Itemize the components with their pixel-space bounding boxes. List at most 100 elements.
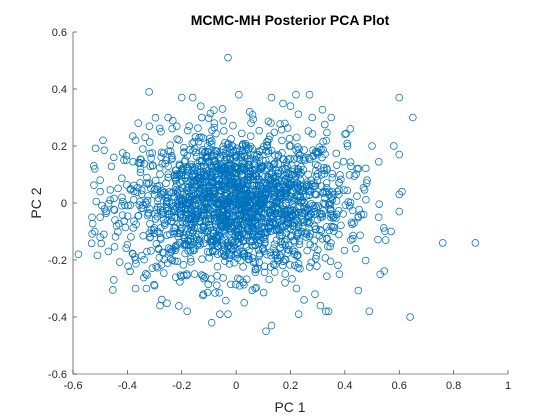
data-point <box>109 286 117 294</box>
data-point <box>361 256 370 265</box>
plot-area: -0.6 -0.4 -0.2 0 0.2 0.4 0.6 0.8 1 -0.6 -0.4 -0.2 0… <box>48 27 511 392</box>
data-point <box>286 142 295 150</box>
data-point <box>262 156 270 165</box>
data-point <box>118 201 126 210</box>
data-point <box>343 139 351 148</box>
data-point <box>89 162 98 170</box>
data-point <box>246 132 255 140</box>
data-point <box>293 179 302 187</box>
data-point <box>310 236 319 245</box>
data-point <box>253 237 261 246</box>
data-point <box>111 216 119 224</box>
data-point <box>271 261 279 269</box>
data-point <box>195 239 203 248</box>
data-point <box>350 172 359 180</box>
y-tick-label: 0.2 <box>52 141 67 153</box>
data-point <box>163 299 171 308</box>
data-point <box>342 129 350 138</box>
data-point <box>185 122 194 130</box>
data-point <box>142 179 151 188</box>
data-point <box>200 239 208 248</box>
data-point <box>186 255 195 263</box>
data-point <box>213 262 222 271</box>
data-point <box>303 228 311 237</box>
data-point <box>239 263 247 271</box>
data-point <box>311 160 320 169</box>
data-point <box>189 244 198 253</box>
data-point <box>114 184 122 193</box>
data-point <box>171 273 180 282</box>
data-point <box>260 268 269 277</box>
data-point <box>176 278 184 286</box>
data-point <box>348 234 357 243</box>
data-point <box>107 162 116 171</box>
data-point <box>374 158 383 166</box>
data-point <box>312 172 321 181</box>
data-point <box>197 271 206 279</box>
data-point <box>274 212 283 220</box>
data-point <box>260 262 269 270</box>
data-point <box>156 205 165 214</box>
data-point <box>153 263 162 272</box>
data-point <box>270 160 279 168</box>
data-point <box>227 280 235 289</box>
data-point <box>194 124 202 132</box>
data-point <box>294 110 303 119</box>
data-point <box>328 169 337 178</box>
data-point <box>314 162 322 170</box>
data-point <box>290 219 299 227</box>
data-point <box>121 201 129 209</box>
data-point <box>319 145 327 154</box>
x-tick-label: 0.6 <box>392 380 407 392</box>
y-tick-label: 0.6 <box>52 27 67 39</box>
data-point <box>231 280 240 289</box>
data-point <box>343 186 352 195</box>
data-point <box>155 163 164 172</box>
data-point <box>145 179 153 187</box>
data-point <box>321 200 329 208</box>
data-point <box>314 202 322 210</box>
data-point <box>249 160 258 169</box>
data-point <box>308 130 317 138</box>
data-point <box>219 117 228 125</box>
data-point <box>270 240 279 248</box>
data-point <box>247 119 255 127</box>
data-point <box>278 136 286 145</box>
data-point <box>173 188 182 196</box>
data-point <box>166 147 175 155</box>
data-point <box>252 265 260 273</box>
data-point <box>168 124 176 133</box>
data-point <box>311 254 320 263</box>
data-point <box>267 119 275 127</box>
data-point <box>143 200 151 209</box>
data-point <box>332 161 341 169</box>
data-point <box>102 207 110 216</box>
data-point <box>271 151 279 159</box>
data-point <box>320 164 328 172</box>
data-point <box>221 257 229 265</box>
data-point <box>122 156 131 164</box>
data-point <box>122 151 131 160</box>
data-point <box>173 171 182 180</box>
data-point <box>111 233 120 241</box>
data-point <box>264 117 273 126</box>
data-point <box>164 170 173 178</box>
data-point <box>148 149 157 157</box>
data-point <box>283 245 292 254</box>
data-point <box>248 144 256 153</box>
data-point <box>227 135 235 143</box>
data-point <box>320 170 329 178</box>
x-tick-label: 0.4 <box>337 380 352 392</box>
data-point <box>304 170 312 179</box>
data-point <box>276 120 284 128</box>
data-point <box>155 229 164 238</box>
data-point <box>150 224 159 232</box>
data-point <box>251 268 260 277</box>
data-point <box>229 121 237 130</box>
data-point <box>340 246 349 255</box>
data-point <box>330 227 338 235</box>
data-point <box>292 133 301 142</box>
data-point <box>173 257 182 266</box>
data-point <box>245 144 253 153</box>
